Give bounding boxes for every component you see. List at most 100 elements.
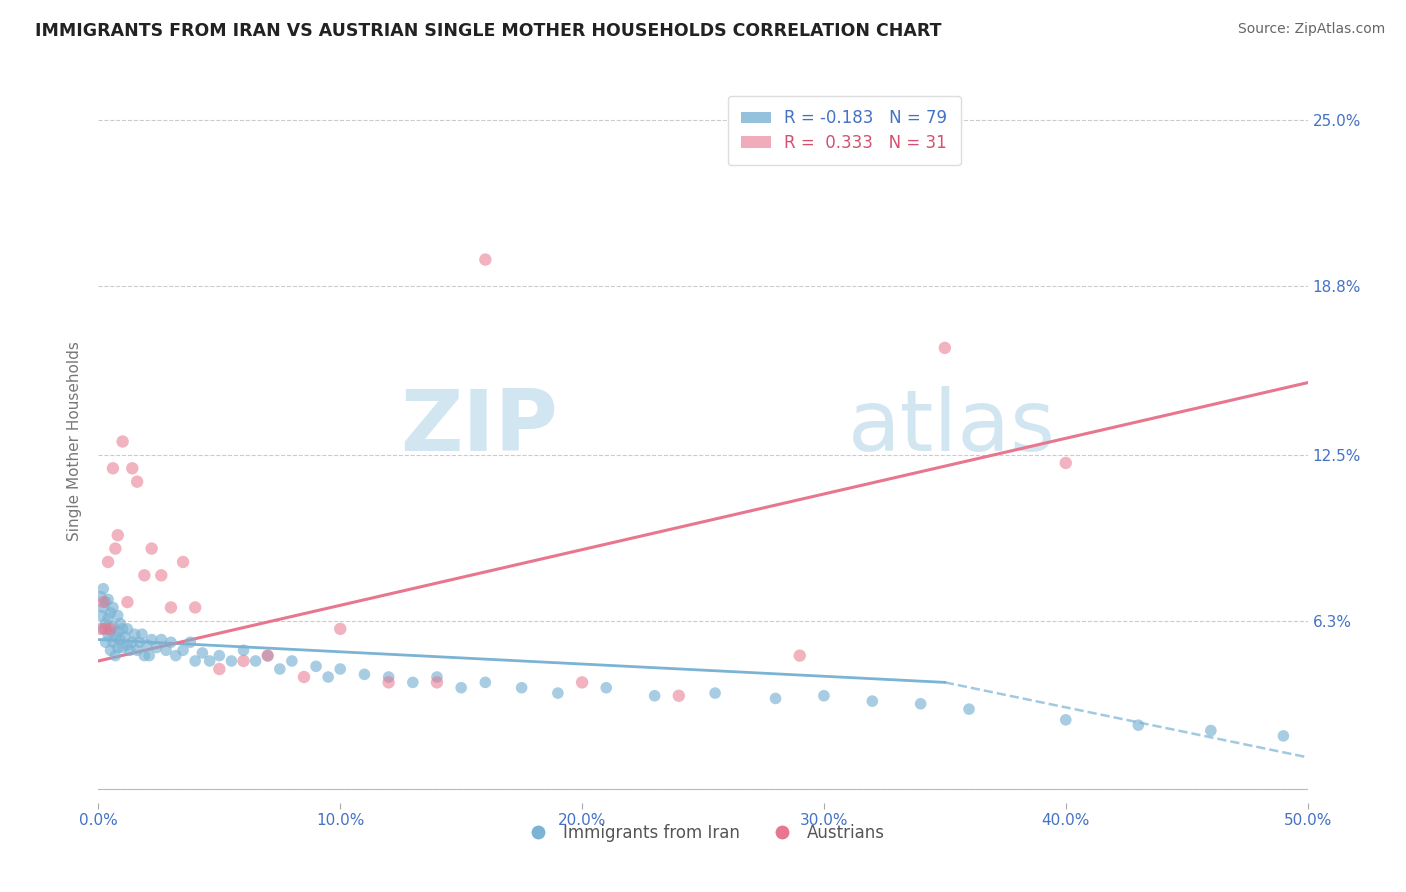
Point: [571, 675, 593, 690]
Point: [957, 702, 980, 716]
Point: [127, 643, 149, 657]
Point: [101, 461, 124, 475]
Point: [179, 635, 201, 649]
Point: [474, 675, 496, 690]
Point: [107, 624, 129, 639]
Point: [668, 689, 690, 703]
Point: [547, 686, 569, 700]
Point: [377, 675, 399, 690]
Point: [510, 681, 533, 695]
Point: [108, 632, 131, 647]
Point: [121, 635, 143, 649]
Point: [138, 648, 160, 663]
Point: [145, 640, 167, 655]
Point: [644, 689, 666, 703]
Point: [111, 640, 134, 655]
Point: [101, 600, 124, 615]
Point: [90, 622, 112, 636]
Point: [100, 622, 122, 636]
Point: [789, 648, 811, 663]
Point: [107, 608, 129, 623]
Point: [172, 555, 194, 569]
Point: [90, 590, 112, 604]
Point: [813, 689, 835, 703]
Legend: Immigrants from Iran, Austrians: Immigrants from Iran, Austrians: [515, 817, 891, 848]
Point: [114, 630, 136, 644]
Point: [221, 654, 243, 668]
Point: [160, 600, 183, 615]
Point: [426, 670, 449, 684]
Point: [198, 654, 221, 668]
Point: [97, 592, 120, 607]
Point: [94, 635, 117, 649]
Point: [1054, 456, 1077, 470]
Text: ZIP: ZIP: [401, 385, 558, 468]
Point: [91, 595, 114, 609]
Point: [910, 697, 932, 711]
Point: [860, 694, 883, 708]
Point: [117, 638, 139, 652]
Point: [934, 341, 956, 355]
Point: [100, 624, 122, 639]
Point: [329, 662, 352, 676]
Point: [111, 622, 134, 636]
Point: [94, 616, 117, 631]
Point: [91, 600, 114, 615]
Point: [107, 528, 129, 542]
Point: [97, 627, 120, 641]
Point: [150, 568, 173, 582]
Point: [117, 622, 139, 636]
Point: [474, 252, 496, 267]
Point: [1128, 718, 1150, 732]
Point: [1054, 713, 1077, 727]
Point: [160, 635, 183, 649]
Point: [353, 667, 375, 681]
Point: [97, 555, 120, 569]
Point: [117, 595, 139, 609]
Point: [100, 606, 122, 620]
Text: atlas: atlas: [848, 385, 1056, 468]
Point: [184, 654, 207, 668]
Point: [135, 638, 157, 652]
Point: [256, 648, 278, 663]
Point: [426, 675, 449, 690]
Point: [269, 662, 291, 676]
Point: [90, 608, 112, 623]
Point: [141, 632, 163, 647]
Point: [172, 643, 194, 657]
Point: [256, 648, 278, 663]
Point: [101, 619, 124, 633]
Point: [91, 622, 114, 636]
Point: [101, 635, 124, 649]
Point: [232, 654, 254, 668]
Point: [104, 541, 127, 556]
Point: [191, 646, 214, 660]
Point: [402, 675, 425, 690]
Point: [765, 691, 787, 706]
Point: [165, 648, 187, 663]
Y-axis label: Single Mother Households: Single Mother Households: [67, 342, 83, 541]
Point: [128, 635, 150, 649]
Point: [450, 681, 472, 695]
Text: Source: ZipAtlas.com: Source: ZipAtlas.com: [1237, 22, 1385, 37]
Point: [94, 595, 117, 609]
Point: [134, 648, 156, 663]
Point: [305, 659, 328, 673]
Point: [232, 643, 254, 657]
Point: [97, 611, 120, 625]
Point: [704, 686, 727, 700]
Point: [124, 627, 146, 641]
Point: [150, 632, 173, 647]
Point: [127, 475, 149, 489]
Point: [104, 648, 127, 663]
Point: [118, 643, 141, 657]
Point: [329, 622, 352, 636]
Point: [292, 670, 315, 684]
Point: [94, 622, 117, 636]
Point: [107, 640, 129, 655]
Point: [134, 568, 156, 582]
Point: [91, 582, 114, 596]
Point: [155, 643, 177, 657]
Point: [595, 681, 617, 695]
Point: [208, 662, 231, 676]
